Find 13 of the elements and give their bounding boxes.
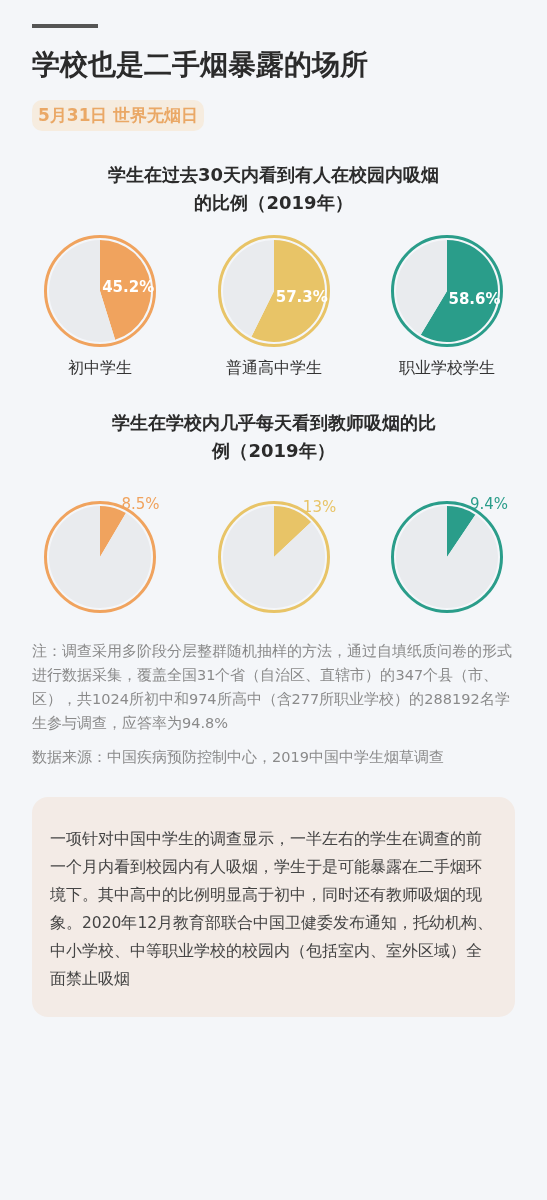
text: 学生在学校内几乎每天看到教师吸烟的比例（2019年） xyxy=(110,411,437,463)
text: 职业学校学生 xyxy=(398,358,496,379)
text: 初中学生 xyxy=(67,358,133,379)
text: 学生在过去30天内看到有人在校园内吸烟的比例（2019年） xyxy=(106,163,441,215)
data-label: 13% xyxy=(302,497,336,516)
source-note: 数据来源：中国疾病预防控制中心，2019中国中学生烟草调查 xyxy=(32,748,445,767)
text: 一项针对中国中学生的调查显示，一半左右的学生在调查的前一个月内看到校园内有人吸烟，学生于是可能暴露在二手烟环境下。其中高中的比例明显高于初中，同时还有教师吸烟的现象。2020年12月教育部联合中国卫健委发布通知，托幼机构、中小学校、中等职业学校的校园内（包括室内、室外区域）全面禁止吸烟 xyxy=(50,829,495,990)
text: 注：调查采用多阶段分层整群随机抽样的方法，通过自填纸质问卷的形式进行数据采集，覆盖全国31个省（自治区、直辖市）的347个县（市、区），共1024所初中和974所高中（含277所职业学校）的288192名学生参与调查，应答率为94.8% xyxy=(32,642,513,733)
data-label: 9.4% xyxy=(470,495,509,514)
text: 5月31日 世界无烟日 xyxy=(32,100,205,131)
text: 学校也是二手烟暴露的场所 xyxy=(32,47,369,83)
text: 普通高中学生 xyxy=(224,358,323,379)
data-label: 8.5% xyxy=(121,494,160,513)
